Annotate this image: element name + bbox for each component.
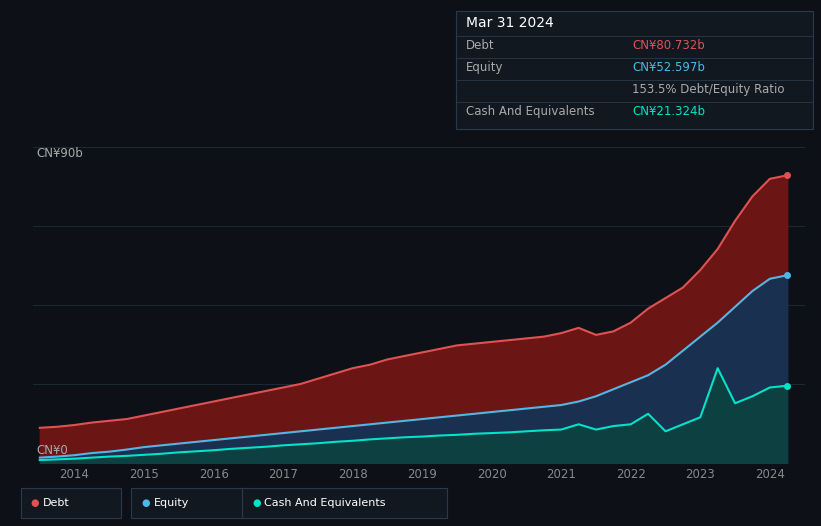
Text: ●: ● xyxy=(30,498,39,508)
Text: ●: ● xyxy=(141,498,149,508)
Text: CN¥21.324b: CN¥21.324b xyxy=(632,105,705,118)
Text: 153.5% Debt/Equity Ratio: 153.5% Debt/Equity Ratio xyxy=(632,83,785,96)
Text: CN¥52.597b: CN¥52.597b xyxy=(632,61,705,74)
Text: Cash And Equivalents: Cash And Equivalents xyxy=(466,105,594,118)
Text: Debt: Debt xyxy=(43,498,70,508)
Text: Equity: Equity xyxy=(154,498,189,508)
Text: CN¥80.732b: CN¥80.732b xyxy=(632,39,705,52)
Text: Cash And Equivalents: Cash And Equivalents xyxy=(264,498,386,508)
Text: Equity: Equity xyxy=(466,61,503,74)
Text: CN¥0: CN¥0 xyxy=(37,443,68,457)
Text: CN¥90b: CN¥90b xyxy=(37,147,84,160)
Text: ●: ● xyxy=(252,498,260,508)
Text: Debt: Debt xyxy=(466,39,494,52)
Text: Mar 31 2024: Mar 31 2024 xyxy=(466,16,553,30)
